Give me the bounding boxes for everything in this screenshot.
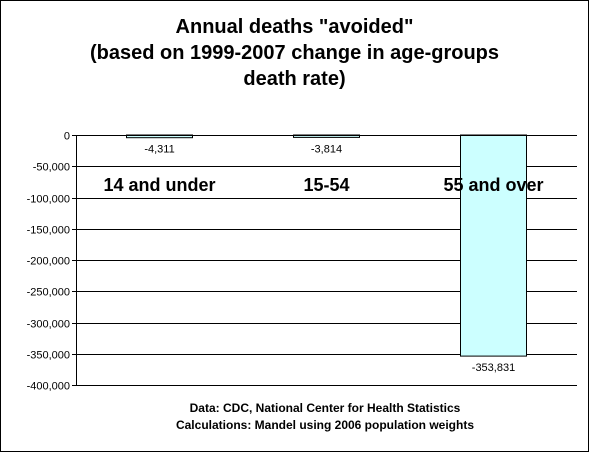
bar-layer [126, 134, 527, 357]
y-tick-label: -350,000 [27, 350, 70, 362]
y-tick-label: -150,000 [27, 225, 70, 237]
chart-title: Annual deaths "avoided" (based on 1999-2… [0, 14, 589, 92]
y-tick-label: -250,000 [27, 287, 70, 299]
axis-layer [72, 135, 577, 386]
calculation-line: Calculations: Mandel using 2006 populati… [175, 418, 475, 432]
y-tick-label: -100,000 [27, 194, 70, 206]
bar [460, 134, 527, 357]
category-label: 55 and over [443, 175, 543, 195]
y-tick-label: -50,000 [33, 162, 70, 174]
category-label: 14 and under [103, 175, 215, 195]
chart-title-line-2: (based on 1999-2007 change in age-groups [89, 42, 499, 64]
y-tick-label: -300,000 [27, 319, 70, 331]
category-label: 15-54 [303, 175, 349, 195]
data-label: -353,831 [472, 362, 515, 374]
chart-title-line-1: Annual deaths "avoided" [175, 16, 414, 38]
source-line: Data: CDC, National Center for Health St… [189, 401, 461, 415]
y-tick-label: 0 [64, 131, 70, 143]
label-layer: 0 -50,000 -100,000 -150,000 -200,000 -250,000… [27, 131, 544, 393]
data-label: -4,311 [144, 144, 174, 156]
source-notes: Data: CDC, National Center for Health St… [0, 400, 589, 434]
chart-title-line-3: death rate) [243, 68, 346, 90]
data-label: -3,814 [311, 143, 342, 155]
y-tick-label: -200,000 [27, 256, 70, 268]
y-tick-label: -400,000 [27, 381, 70, 393]
